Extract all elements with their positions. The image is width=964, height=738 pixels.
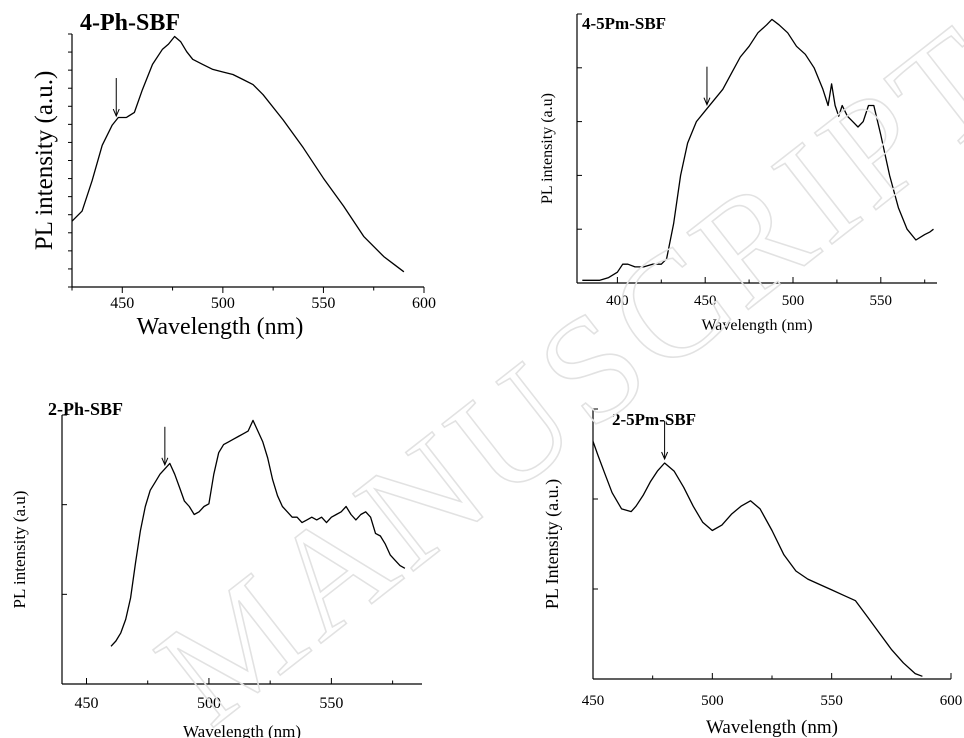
x-tick-label: 500 bbox=[782, 293, 805, 309]
x-tick-label: 500 bbox=[211, 295, 235, 312]
series-line bbox=[110, 419, 406, 647]
x-tick-label: 450 bbox=[110, 295, 134, 312]
x-tick-label: 550 bbox=[870, 293, 893, 309]
chart-panel-2: 400 450 500 550 4-5Pm-SBF Wavelength (nm) PL i… bbox=[539, 13, 937, 334]
chart-panel-3: 450 500 550 2-Ph-SBF Wavelength (nm) PL inten… bbox=[10, 399, 422, 738]
chart-panel-1: 450 500 550 600 4-Ph-SBF Wavelength (nm) PL in… bbox=[31, 10, 436, 340]
x-tick-label: 550 bbox=[820, 693, 843, 709]
y-axis-label: PL intensity (a.u.) bbox=[31, 71, 58, 251]
arrow-head bbox=[703, 97, 711, 106]
x-tick-label: 550 bbox=[311, 295, 335, 312]
chart-title: 4-5Pm-SBF bbox=[582, 14, 666, 33]
x-tick-label: 500 bbox=[701, 693, 724, 709]
x-axis-label: Wavelength (nm) bbox=[701, 317, 812, 334]
series-line bbox=[582, 18, 934, 281]
y-axis-label: PL Intensity (a.u.) bbox=[542, 479, 563, 609]
x-axis-label: Wavelength (nm) bbox=[706, 717, 838, 738]
arrow-head bbox=[112, 108, 120, 118]
x-axis-label: Wavelength (nm) bbox=[183, 722, 301, 738]
arrow-head bbox=[161, 457, 169, 467]
x-tick-label: 400 bbox=[606, 293, 629, 309]
x-tick-label: 600 bbox=[412, 295, 436, 312]
x-tick-label: 550 bbox=[319, 695, 343, 712]
x-tick-label: 450 bbox=[74, 695, 98, 712]
chart-title: 2-Ph-SBF bbox=[48, 399, 123, 419]
chart-panel-4: 450 500 550 600 2-5Pm-SBF Wavelength (nm) PL I… bbox=[542, 408, 963, 738]
chart-title: 4-Ph-SBF bbox=[80, 10, 180, 36]
x-tick-label: 450 bbox=[582, 693, 605, 709]
x-tick-label: 450 bbox=[694, 293, 717, 309]
x-tick-label: 500 bbox=[197, 695, 221, 712]
y-axis-label: PL intensity (a.u) bbox=[10, 491, 29, 609]
series-line bbox=[71, 35, 405, 273]
arrow-head bbox=[661, 451, 669, 461]
x-axis-label: Wavelength (nm) bbox=[137, 314, 304, 340]
series-line bbox=[592, 441, 923, 677]
chart-title: 2-5Pm-SBF bbox=[612, 410, 696, 429]
x-tick-label: 600 bbox=[940, 693, 963, 709]
y-axis-label: PL intensity (a.u) bbox=[539, 93, 556, 204]
